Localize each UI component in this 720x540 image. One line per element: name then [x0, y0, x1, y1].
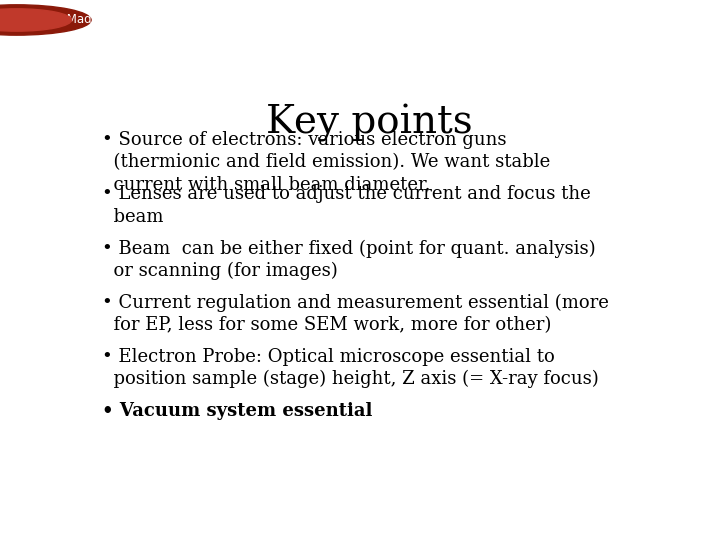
Circle shape [0, 5, 91, 35]
Text: • Vacuum system essential: • Vacuum system essential [102, 402, 373, 420]
Text: • Electron Probe: Optical microscope essential to
  position sample (stage) heig: • Electron Probe: Optical microscope ess… [102, 348, 599, 388]
Text: Key points: Key points [266, 104, 472, 143]
Text: • Current regulation and measurement essential (more
  for EP, less for some SEM: • Current regulation and measurement ess… [102, 294, 609, 334]
Text: • Source of electrons: various electron guns
  (thermionic and field emission). : • Source of electrons: various electron … [102, 131, 551, 194]
Text: • Beam  can be either fixed (point for quant. analysis)
  or scanning (for image: • Beam can be either fixed (point for qu… [102, 239, 596, 280]
Text: • Lenses are used to adjust the current and focus the
  beam: • Lenses are used to adjust the current … [102, 185, 591, 226]
Text: UW- Madison Geology  777: UW- Madison Geology 777 [39, 14, 198, 26]
Circle shape [0, 9, 71, 31]
